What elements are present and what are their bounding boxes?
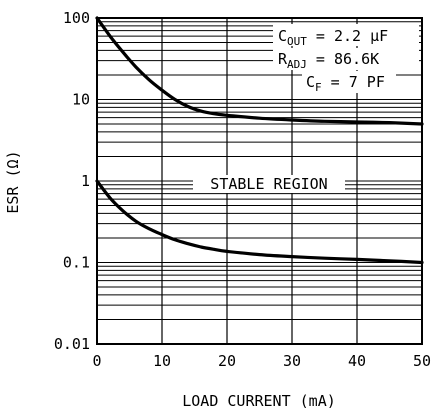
series-line-lower bbox=[95, 179, 424, 265]
tick-labels: 0 10 20 30 40 50 0.01 0.1 1 10 100 bbox=[54, 9, 431, 370]
annotation-bg-cf bbox=[302, 71, 396, 93]
x-tick-label: 50 bbox=[413, 352, 431, 370]
cout-symbol: C bbox=[278, 27, 287, 45]
y-tick-label: 10 bbox=[72, 91, 90, 109]
y-tick-label: 0.01 bbox=[54, 335, 90, 353]
annotation-bg-radj bbox=[273, 48, 419, 70]
x-tick-label: 20 bbox=[218, 352, 236, 370]
y-axis-label: ESR (Ω) bbox=[4, 150, 22, 213]
y-tick-label: 0.1 bbox=[63, 254, 90, 272]
cout-value: = 2.2 μF bbox=[307, 27, 388, 45]
series-line-upper bbox=[95, 16, 424, 126]
cf-subscript: F bbox=[315, 81, 322, 94]
y-tick-label: 1 bbox=[81, 172, 90, 190]
stable-region-label: STABLE REGION bbox=[210, 175, 327, 193]
x-axis-label: LOAD CURRENT (mA) bbox=[182, 392, 336, 410]
annotation-bg-cout bbox=[273, 24, 419, 46]
radj-symbol: R bbox=[278, 50, 288, 68]
cout-subscript: OUT bbox=[287, 35, 307, 48]
radj-subscript: ADJ bbox=[287, 58, 307, 71]
x-tick-label: 40 bbox=[348, 352, 366, 370]
radj-annotation: RADJ = 86.6K bbox=[278, 50, 379, 71]
radj-value: = 86.6K bbox=[307, 50, 379, 68]
annotation-bg-region bbox=[193, 175, 345, 193]
x-tick-label: 30 bbox=[283, 352, 301, 370]
cf-annotation: CF = 7 PF bbox=[306, 73, 385, 94]
x-tick-label: 10 bbox=[153, 352, 171, 370]
curves bbox=[95, 16, 424, 265]
cf-value: = 7 PF bbox=[322, 73, 385, 91]
y-tick-label: 100 bbox=[63, 9, 90, 27]
cf-symbol: C bbox=[306, 73, 315, 91]
x-tick-label: 0 bbox=[92, 352, 101, 370]
cout-annotation: COUT = 2.2 μF bbox=[278, 27, 388, 48]
